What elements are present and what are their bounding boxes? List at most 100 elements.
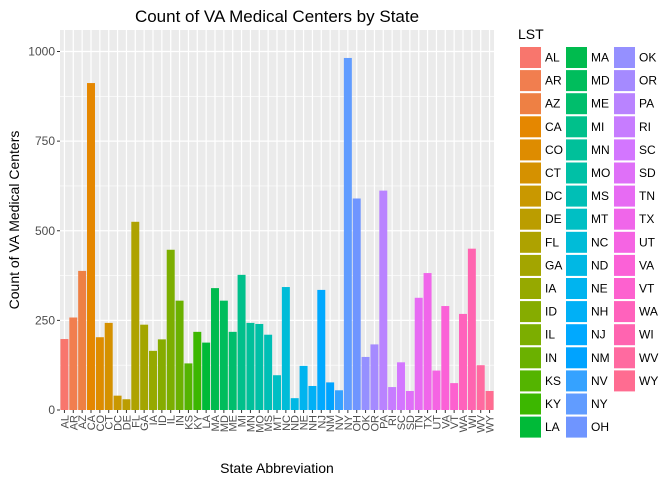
bar-va xyxy=(441,306,450,410)
x-tick-label: OH xyxy=(352,415,364,432)
x-tick-label: CO xyxy=(95,415,107,432)
bar-dc xyxy=(113,395,122,410)
legend-key-mn xyxy=(566,139,587,161)
x-tick-label: NH xyxy=(307,415,319,431)
bar-md xyxy=(219,300,228,410)
x-tick-label: PA xyxy=(378,414,390,429)
x-tick-label: TN xyxy=(414,415,426,430)
bar-fl xyxy=(131,221,140,410)
y-tick-label: 500 xyxy=(35,224,55,238)
y-tick-label: 1000 xyxy=(28,45,55,59)
legend-label: OR xyxy=(639,74,657,88)
legend-key-sc xyxy=(614,139,635,161)
legend-label: WV xyxy=(639,351,658,365)
legend-key-or xyxy=(614,70,635,92)
bars xyxy=(60,57,494,410)
x-tick-label: AZ xyxy=(77,415,89,429)
legend-label: UT xyxy=(639,235,656,249)
bar-pa xyxy=(379,190,388,410)
legend-key-wy xyxy=(614,370,635,392)
legend-label: DE xyxy=(545,212,562,226)
x-tick-label: CA xyxy=(86,414,98,430)
bar-id xyxy=(157,339,166,410)
x-tick-label: IL xyxy=(166,415,178,424)
bar-vt xyxy=(450,383,459,410)
bar-ky xyxy=(193,331,202,410)
legend-label: NV xyxy=(591,374,608,388)
legend-label: IA xyxy=(545,282,556,296)
y-axis: 0 250 500 750 1000 xyxy=(28,45,60,417)
bar-al xyxy=(60,339,69,410)
legend-key-la xyxy=(520,416,541,438)
legend-label: FL xyxy=(545,235,559,249)
legend-key-nj xyxy=(566,324,587,346)
legend-key-md xyxy=(566,70,587,92)
legend-label: VA xyxy=(639,258,654,272)
legend-label: RI xyxy=(639,120,651,134)
bar-oh xyxy=(352,198,361,410)
legend-label: NM xyxy=(591,351,610,365)
x-tick-label: RI xyxy=(387,415,399,426)
x-tick-label: FL xyxy=(130,415,142,428)
legend-key-ne xyxy=(566,278,587,299)
bar-ma xyxy=(211,288,219,410)
legend-key-dc xyxy=(520,185,541,207)
legend-key-ia xyxy=(520,278,541,299)
legend-key-nd xyxy=(566,254,587,276)
x-tick-label: WA xyxy=(458,414,470,432)
bar-ca xyxy=(87,83,95,410)
legend-key-wi xyxy=(614,324,635,346)
y-tick-label: 750 xyxy=(35,134,55,148)
x-tick-label: NV xyxy=(334,414,346,430)
legend-key-az xyxy=(520,93,541,115)
legend-label: SD xyxy=(639,166,656,180)
bar-nj xyxy=(317,289,326,410)
bar-ok xyxy=(361,356,370,410)
legend-key-co xyxy=(520,139,541,161)
legend-label: WA xyxy=(639,305,658,319)
x-tick-label: ME xyxy=(228,415,240,432)
y-tick-label: 0 xyxy=(48,403,55,417)
x-tick-label: GA xyxy=(139,414,151,431)
legend-label: AZ xyxy=(545,97,560,111)
legend-label: NH xyxy=(591,305,608,319)
legend-key-wa xyxy=(614,301,635,323)
legend-key-ct xyxy=(520,162,541,184)
legend-key-oh xyxy=(566,416,587,438)
bar-wi xyxy=(467,248,476,410)
x-tick-label: WY xyxy=(485,414,497,432)
legend-label: OK xyxy=(639,51,656,65)
legend-key-nh xyxy=(566,301,587,323)
bar-ms xyxy=(264,334,273,410)
legend-key-mi xyxy=(566,116,587,138)
x-tick-label: WV xyxy=(476,414,488,432)
legend-label: ND xyxy=(591,258,609,272)
legend-key-tn xyxy=(614,185,635,207)
bar-ri xyxy=(388,387,397,410)
x-tick-label: KY xyxy=(192,414,204,429)
bar-az xyxy=(78,270,87,410)
legend-label: PA xyxy=(639,97,654,111)
legend-key-mt xyxy=(566,208,587,230)
x-tick-label: KS xyxy=(183,415,195,430)
x-tick-label: MS xyxy=(263,415,275,432)
legend-key-sd xyxy=(614,162,635,184)
bar-nv xyxy=(335,390,343,410)
x-tick-label: ID xyxy=(157,415,169,426)
x-tick-label: MN xyxy=(245,415,257,432)
x-tick-label: DC xyxy=(113,415,125,431)
bar-ks xyxy=(184,363,193,410)
x-tick-label: CT xyxy=(104,415,116,430)
bar-sd xyxy=(405,391,414,410)
legend-label: KS xyxy=(545,374,561,388)
x-tick-label: MO xyxy=(254,415,266,433)
legend-label: SC xyxy=(639,143,656,157)
legend-key-mo xyxy=(566,162,587,184)
bar-ga xyxy=(140,324,149,410)
x-tick-label: NJ xyxy=(316,415,328,428)
legend-key-ar xyxy=(520,70,541,92)
legend-label: TX xyxy=(639,212,654,226)
legend-key-tx xyxy=(614,208,635,230)
